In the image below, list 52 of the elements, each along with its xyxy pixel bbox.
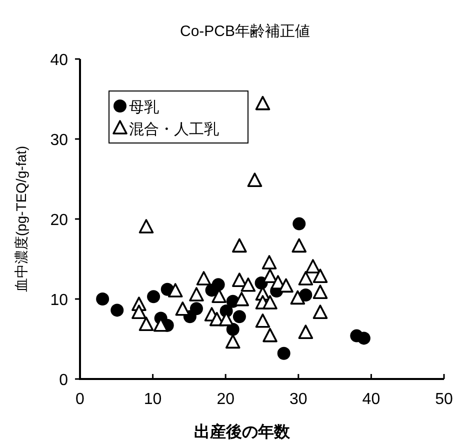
point: [138, 219, 154, 234]
point: [292, 238, 307, 253]
point: [277, 346, 290, 360]
y-axis-title: 血中濃度(pg-TEQ/g-fat): [13, 146, 29, 292]
y-tick-label: 30: [50, 132, 68, 149]
point: [247, 172, 262, 187]
point: [255, 96, 270, 110]
y-tick-label: 10: [50, 292, 68, 309]
point: [312, 268, 328, 283]
point: [240, 278, 256, 292]
point: [132, 304, 146, 319]
point: [232, 310, 246, 324]
point: [110, 304, 124, 317]
x-tick-label: 0: [76, 391, 85, 408]
point: [196, 271, 212, 286]
y-tick-label: 40: [50, 52, 68, 69]
point: [357, 332, 370, 345]
x-tick-label: 40: [362, 391, 380, 408]
x-axis-title: 出産後の年数: [194, 422, 291, 441]
x-tick-label: 30: [290, 391, 308, 408]
point: [278, 278, 294, 293]
point: [189, 287, 204, 302]
point: [138, 316, 154, 331]
y-tick-label: 0: [59, 372, 68, 389]
point: [212, 288, 226, 303]
point: [312, 304, 328, 319]
y-tick-label: 20: [50, 212, 68, 229]
point: [298, 271, 314, 286]
point: [312, 284, 328, 299]
legend-label: 混合・人工乳: [129, 121, 219, 138]
point: [147, 290, 160, 304]
point: [190, 302, 203, 316]
point: [232, 238, 247, 253]
legend-label: 母乳: [129, 99, 159, 116]
point: [232, 272, 247, 287]
chart-title: Co-PCB年齢補正値: [180, 23, 310, 40]
point: [298, 324, 314, 339]
point: [262, 328, 278, 342]
point: [306, 259, 320, 274]
point: [262, 295, 278, 310]
x-tick-label: 20: [216, 391, 235, 408]
point: [168, 283, 183, 298]
point: [262, 268, 278, 283]
point: [290, 290, 306, 305]
point: [212, 278, 225, 292]
x-tick-label: 50: [435, 391, 453, 408]
point: [225, 334, 240, 349]
point: [262, 255, 277, 270]
point: [96, 292, 110, 306]
point: [292, 217, 306, 230]
x-tick-label: 10: [144, 391, 162, 408]
point: [255, 314, 270, 328]
